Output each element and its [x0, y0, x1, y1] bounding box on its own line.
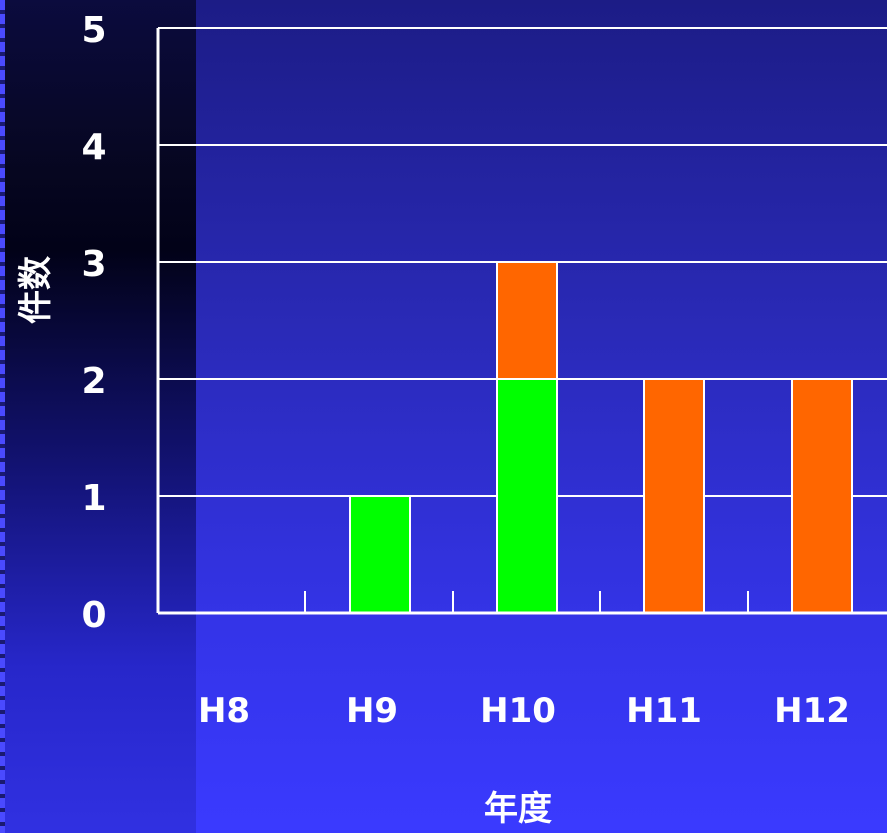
bar-segment [349, 495, 411, 614]
y-axis-label: 件数 [16, 256, 56, 324]
x-tick-label: H9 [346, 691, 398, 731]
y-tick-label: 0 [81, 595, 106, 636]
x-tick-labels: H8 H9 H10 H11 H12 [198, 691, 850, 731]
y-tick-labels: 0 1 2 3 4 5 [81, 10, 106, 636]
left-shaded-panel [0, 0, 196, 833]
left-edge-border [0, 0, 5, 833]
axes [156, 28, 887, 615]
y-tick-label: 2 [81, 361, 106, 402]
x-tick-label: H12 [774, 691, 850, 731]
y-tick-label: 5 [81, 10, 106, 51]
x-tick-label: H11 [626, 691, 702, 731]
x-tick-label: H8 [198, 691, 250, 731]
y-tick-label: 4 [81, 127, 106, 168]
bar-segment [643, 378, 705, 614]
x-axis-label: 年度 [484, 789, 552, 829]
bars [349, 261, 853, 614]
bar-segment [496, 261, 558, 380]
x-tick-label: H10 [480, 691, 556, 731]
y-tick-label: 3 [81, 244, 106, 285]
y-tick-label: 1 [81, 478, 106, 519]
bar-segment [496, 378, 558, 614]
bar-segment [791, 378, 853, 614]
